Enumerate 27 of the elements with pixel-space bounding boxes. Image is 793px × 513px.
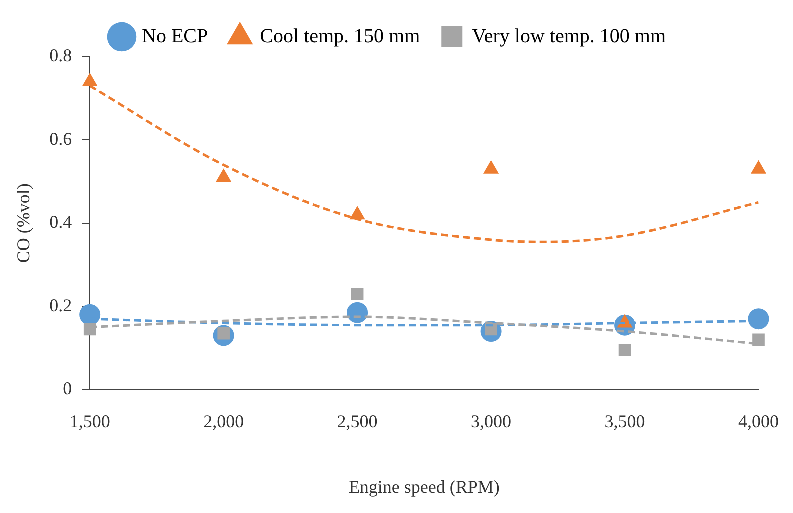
point xyxy=(748,308,770,330)
point xyxy=(484,160,499,174)
x-tick-label: 3,000 xyxy=(471,411,512,432)
x-tick-label: 2,000 xyxy=(204,411,244,432)
legend-label: No ECP xyxy=(142,25,208,48)
point xyxy=(216,169,232,182)
x-tick-label: 4,000 xyxy=(738,411,779,432)
x-tick-label: 3,500 xyxy=(604,411,646,432)
y-tick-label: 0.6 xyxy=(50,128,72,149)
x-tick-label: 2,500 xyxy=(337,411,378,432)
point xyxy=(751,160,766,174)
x-axis-title: Engine speed (RPM) xyxy=(348,476,500,497)
point xyxy=(350,206,365,220)
point xyxy=(618,344,632,356)
point xyxy=(80,304,101,326)
y-tick-label: 0.4 xyxy=(50,212,72,232)
point xyxy=(752,334,765,346)
y-axis-title: CO (%vol) xyxy=(14,184,34,264)
y-tick-label: 0.2 xyxy=(50,295,72,316)
y-tick-label: 0.8 xyxy=(50,46,72,66)
legend-label: Very low temp. 100 mm xyxy=(472,25,666,48)
legend-label: Cool temp. 150 mm xyxy=(260,25,421,48)
point xyxy=(351,288,364,300)
point xyxy=(347,302,368,324)
y-tick-label: 0 xyxy=(63,378,72,399)
point xyxy=(82,73,98,86)
x-tick-label: 1,500 xyxy=(70,411,110,432)
